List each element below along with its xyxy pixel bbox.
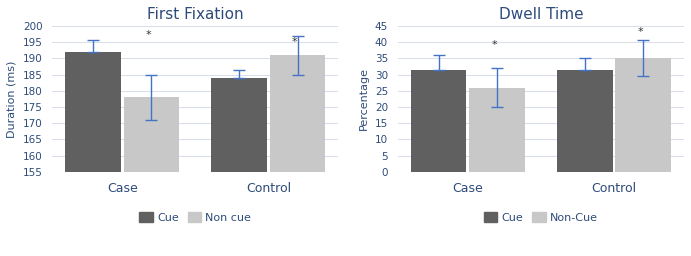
- Text: *: *: [146, 30, 151, 40]
- Title: Dwell Time: Dwell Time: [499, 7, 583, 22]
- Bar: [410, 70, 466, 172]
- Text: *: *: [491, 40, 497, 50]
- Legend: Cue, Non cue: Cue, Non cue: [135, 208, 256, 228]
- Bar: [557, 70, 612, 172]
- Text: *: *: [292, 37, 298, 47]
- Bar: [269, 55, 325, 256]
- Y-axis label: Percentage: Percentage: [359, 67, 369, 130]
- Text: *: *: [638, 27, 643, 37]
- Bar: [211, 78, 267, 256]
- Bar: [124, 97, 179, 256]
- Y-axis label: Duration (ms): Duration (ms): [7, 60, 17, 137]
- Title: First Fixation: First Fixation: [147, 7, 243, 22]
- Bar: [65, 52, 121, 256]
- Bar: [616, 58, 671, 172]
- Legend: Cue, Non-Cue: Cue, Non-Cue: [480, 208, 603, 228]
- Bar: [469, 88, 525, 172]
